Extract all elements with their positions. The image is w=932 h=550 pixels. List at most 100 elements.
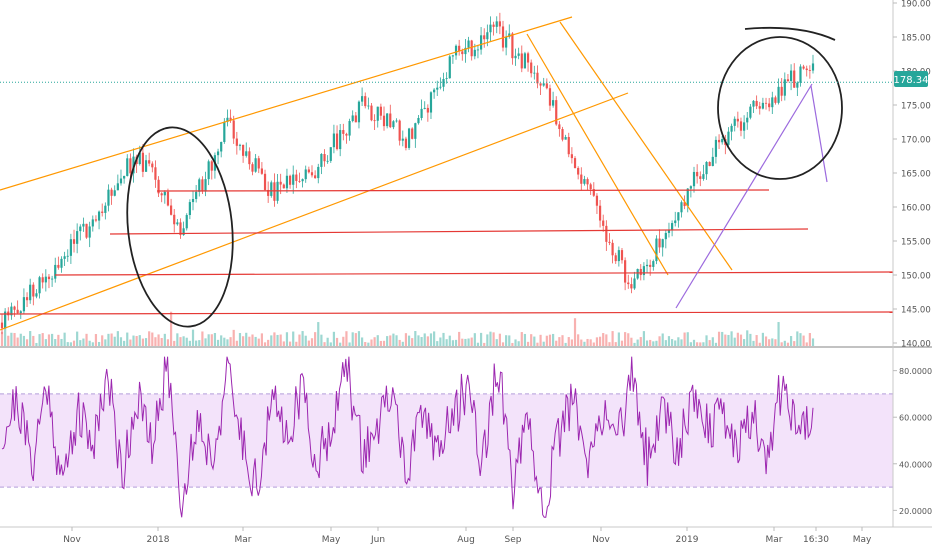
candle-body: [777, 86, 780, 103]
volume-bar: [54, 339, 57, 346]
volume-bar: [655, 340, 658, 346]
volume-bar: [360, 337, 364, 346]
candle-body: [670, 223, 674, 231]
volume-bar: [342, 336, 345, 346]
volume-bar: [238, 333, 242, 346]
candle-body: [567, 136, 570, 155]
volume-bar: [683, 332, 686, 346]
candle-body: [216, 151, 220, 156]
candle-body: [445, 78, 448, 80]
candle-body: [263, 173, 267, 190]
candle-body: [564, 136, 567, 140]
volume-bar: [29, 331, 32, 346]
volume-bar: [22, 335, 26, 346]
candle-body: [758, 106, 761, 109]
volume-bar: [176, 333, 179, 346]
candle-body: [60, 258, 63, 268]
candle-body: [210, 161, 213, 171]
candle-body: [392, 121, 395, 128]
candle-body: [533, 72, 536, 74]
volume-bar: [72, 340, 76, 346]
oscillator-tick-label: 20.0000: [899, 507, 932, 516]
volume-bar: [10, 332, 13, 346]
candle-body: [248, 151, 251, 165]
volume-bar: [173, 340, 176, 346]
volume-bar: [195, 340, 198, 346]
volume-bar: [226, 339, 229, 346]
volume-bar: [110, 333, 113, 346]
candle-body: [548, 88, 552, 106]
candle-body: [802, 66, 805, 69]
candle-body: [389, 113, 392, 128]
candle-body: [583, 179, 586, 184]
volume-bar: [47, 334, 51, 346]
volume-bar: [332, 331, 336, 346]
price-tick-label: 150.00: [901, 272, 931, 282]
projection-line: [810, 85, 828, 183]
candle-body: [680, 202, 683, 213]
volume-bar: [398, 339, 401, 346]
volume-bar: [548, 334, 552, 346]
price-tick-label: 160.00: [901, 204, 931, 214]
oscillator-tick-label: 80.0000: [899, 367, 932, 376]
candle-body: [739, 121, 743, 131]
candle-body: [605, 225, 608, 242]
candle-body: [505, 36, 508, 48]
volume-bar: [210, 334, 213, 346]
volume-bar: [730, 331, 733, 346]
volume-bar: [461, 338, 464, 346]
volume-bar: [429, 333, 433, 346]
annotation-circle-right: [717, 36, 843, 180]
candle-body: [351, 115, 354, 122]
volume-bar: [645, 340, 649, 346]
candle-body: [573, 158, 577, 169]
candle-body: [752, 100, 755, 107]
candle-body: [423, 107, 426, 109]
candle-body: [223, 121, 226, 142]
candle-body: [598, 205, 602, 221]
oscillator-tick-label: 40.0000: [899, 460, 932, 469]
volume-bar: [686, 332, 689, 346]
candle-body: [35, 293, 38, 297]
price-tick-label: 175.00: [901, 102, 931, 112]
candle-body: [72, 239, 76, 244]
volume-bar: [207, 334, 210, 346]
volume-bar: [699, 342, 702, 346]
candle-body: [420, 108, 423, 118]
candle-body: [41, 277, 44, 283]
candle-body: [370, 105, 373, 121]
candle-body: [360, 96, 364, 102]
volume-bar: [448, 335, 451, 346]
candle-body: [774, 97, 777, 103]
candle-body: [523, 53, 527, 69]
candle-body: [298, 180, 301, 182]
candle-body: [552, 100, 555, 106]
candle-body: [395, 120, 398, 122]
volume-bar: [764, 336, 768, 346]
candle-body: [310, 172, 314, 176]
price-tick-label: 185.00: [901, 34, 931, 44]
candle-body: [110, 189, 113, 196]
volume-bar: [351, 332, 354, 346]
volume-bar: [752, 340, 755, 346]
time-tick-label: 2018: [147, 535, 170, 545]
volume-bar: [570, 339, 573, 346]
volume-bar: [295, 341, 298, 346]
volume-bar: [279, 334, 282, 346]
candle-body: [520, 53, 523, 69]
candle-body: [0, 322, 4, 329]
candle-body: [658, 238, 661, 248]
candle-body: [270, 182, 273, 196]
candle-body: [489, 24, 492, 33]
candle-body: [630, 284, 633, 289]
candle-body: [730, 125, 733, 132]
volume-bar: [317, 322, 320, 346]
volume-bar: [138, 335, 141, 346]
annotation-circle-left: [126, 126, 234, 328]
volume-bar: [19, 333, 22, 346]
candle-body: [514, 55, 517, 59]
candle-body: [727, 131, 730, 145]
candle-body: [461, 51, 464, 55]
candle-body: [163, 191, 166, 196]
candle-body: [191, 199, 195, 203]
